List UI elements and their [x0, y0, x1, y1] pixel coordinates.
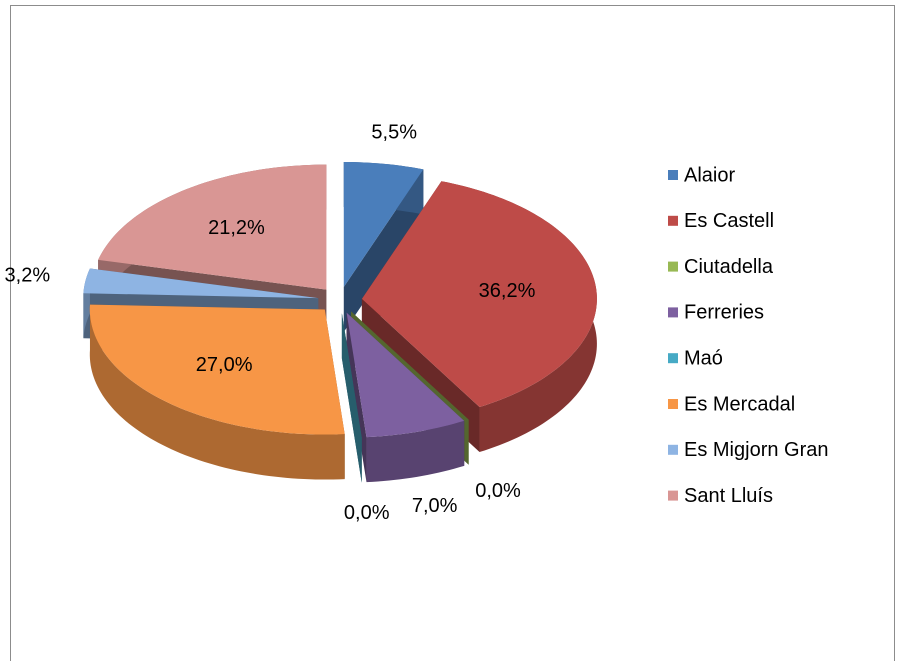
- data-label: 27,0%: [196, 354, 253, 376]
- data-label: 5,5%: [371, 121, 417, 143]
- data-label: 7,0%: [412, 495, 458, 517]
- slice: [343, 161, 424, 287]
- legend-label: Ferreries: [684, 302, 764, 324]
- data-label: 0,0%: [344, 502, 390, 524]
- slice: [89, 304, 345, 435]
- legend-label: Sant Lluís: [684, 485, 773, 507]
- slice-side: [366, 420, 465, 483]
- legend-swatch: [668, 490, 678, 501]
- data-label: 3,2%: [5, 265, 51, 287]
- legend-label: Es Mercadal: [684, 393, 795, 415]
- legend-swatch: [668, 215, 678, 226]
- data-label: 0,0%: [475, 480, 521, 502]
- slice: [346, 312, 465, 438]
- legend-swatch: [668, 307, 678, 318]
- slice: [83, 268, 319, 299]
- slice-side: [89, 304, 345, 480]
- slice: [361, 181, 597, 408]
- legend-swatch: [668, 399, 678, 409]
- legend-swatch: [668, 353, 678, 364]
- legend-label: Es Castell: [684, 210, 774, 232]
- legend-label: Maó: [684, 347, 723, 369]
- legend-label: Alaior: [684, 164, 735, 186]
- slice: [351, 311, 469, 420]
- legend-swatch: [668, 261, 678, 272]
- legend-label: Es Migjorn Gran: [684, 439, 829, 461]
- legend-swatch: [668, 444, 678, 455]
- legend-label: Ciutadella: [684, 256, 774, 278]
- data-label: 21,2%: [208, 217, 265, 239]
- data-label: 36,2%: [479, 280, 536, 302]
- slice-wall: [341, 313, 362, 483]
- slice: [98, 164, 327, 290]
- legend-swatch: [668, 170, 678, 180]
